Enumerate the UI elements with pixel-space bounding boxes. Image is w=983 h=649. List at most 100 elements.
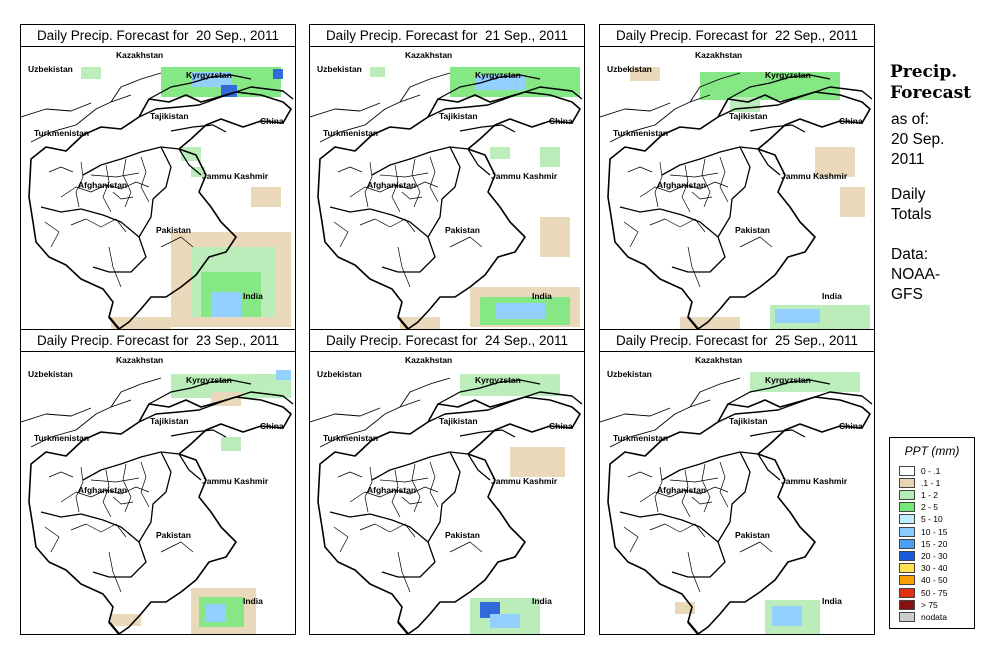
map-label-uzbekistan: Uzbekistan: [28, 369, 73, 379]
legend-row: 10 - 15: [899, 526, 947, 537]
panel-title: Daily Precip. Forecast for 21 Sep., 2011: [310, 25, 584, 47]
title-line: Forecast: [890, 83, 972, 103]
legend-swatch: [899, 538, 915, 549]
legend-swatch: [899, 550, 915, 561]
map-label-turkmenistan: Turkmenistan: [613, 433, 669, 443]
map-label-china: China: [260, 116, 284, 126]
legend-label: 10 - 15: [921, 526, 948, 537]
legend-swatch: [899, 489, 915, 500]
map-label-kazakhstan: Kazakhstan: [116, 355, 164, 365]
map-label-china: China: [549, 421, 573, 431]
legend-row: 0 - .1: [899, 465, 940, 476]
legend-label: .1 - 1: [921, 477, 941, 488]
legend-swatch: [899, 502, 915, 513]
legend-label: 40 - 50: [921, 575, 948, 586]
precip-map: [21, 370, 295, 634]
map-label-uzbekistan: Uzbekistan: [317, 369, 362, 379]
map-label-india: India: [243, 596, 263, 606]
map-label-kazakhstan: Kazakhstan: [695, 355, 743, 365]
legend-swatch: [899, 587, 915, 598]
panel-title: Daily Precip. Forecast for 24 Sep., 2011: [310, 330, 584, 352]
map-label-jammu-kashmir: Jammu Kashmir: [781, 171, 848, 181]
map-label-afghanistan: Afghanistan: [657, 485, 707, 495]
forecast-panel-sep-21: Daily Precip. Forecast for 21 Sep., 2011: [309, 24, 585, 330]
sidebar-title: Precip. Forecast: [890, 62, 980, 104]
as-of-line: 2011: [891, 151, 925, 168]
map-label-tajikistan: Tajikistan: [729, 111, 768, 121]
legend-row: 5 - 10: [899, 514, 943, 525]
panel-title: Daily Precip. Forecast for 25 Sep., 2011: [600, 330, 874, 352]
map-label-jammu-kashmir: Jammu Kashmir: [491, 171, 558, 181]
precip-overlay: [675, 372, 860, 634]
map-label-tajikistan: Tajikistan: [729, 416, 768, 426]
map-label-china: China: [839, 421, 863, 431]
legend-label: 1 - 2: [921, 489, 939, 500]
precip-map: [600, 67, 874, 329]
data-line: GFS: [891, 286, 923, 303]
precip-overlay: [81, 67, 291, 329]
precip-map: [21, 67, 295, 329]
map-label-pakistan: Pakistan: [156, 530, 191, 540]
legend-swatch: [899, 477, 915, 488]
forecast-panel-sep-23: Daily Precip. Forecast for 23 Sep., 2011: [20, 329, 296, 635]
precip-overlay: [111, 370, 291, 634]
map-label-india: India: [532, 596, 552, 606]
map-label-kazakhstan: Kazakhstan: [405, 50, 453, 60]
legend-label: 2 - 5: [921, 502, 939, 513]
as-of-line: 20 Sep.: [891, 131, 945, 148]
data-line: Data:: [891, 246, 929, 263]
map-label-jammu-kashmir: Jammu Kashmir: [202, 171, 269, 181]
forecast-panel-sep-25: Daily Precip. Forecast for 25 Sep., 2011: [599, 329, 875, 635]
legend-row: 40 - 50: [899, 575, 947, 586]
map-label-turkmenistan: Turkmenistan: [613, 128, 669, 138]
map-label-turkmenistan: Turkmenistan: [34, 433, 90, 443]
map-label-jammu-kashmir: Jammu Kashmir: [491, 476, 558, 486]
map-label-pakistan: Pakistan: [445, 530, 480, 540]
panel-title: Daily Precip. Forecast for 20 Sep., 2011: [21, 25, 295, 47]
legend-label: 0 - .1: [921, 465, 941, 476]
map-label-india: India: [532, 291, 552, 301]
map-label-tajikistan: Tajikistan: [439, 111, 478, 121]
map-label-tajikistan: Tajikistan: [439, 416, 478, 426]
legend-row: .1 - 1: [899, 477, 940, 488]
totals-text: Daily Totals: [891, 185, 981, 225]
legend-label: 20 - 30: [921, 550, 948, 561]
data-line: NOAA-: [891, 266, 941, 283]
forecast-panel-sep-24: Daily Precip. Forecast for 24 Sep., 2011: [309, 329, 585, 635]
legend-label: > 75: [921, 599, 938, 610]
map-label-afghanistan: Afghanistan: [78, 180, 128, 190]
legend-title: PPT (mm): [904, 444, 960, 458]
map-label-china: China: [839, 116, 863, 126]
legend-row: 30 - 40: [899, 563, 947, 574]
legend-row: 20 - 30: [899, 550, 947, 561]
totals-line: Totals: [891, 206, 932, 223]
legend-row: nodata: [899, 611, 947, 622]
legend-swatch: [899, 563, 915, 574]
map-label-india: India: [243, 291, 263, 301]
legend-row: 15 - 20: [899, 538, 947, 549]
map-label-kyrgyzstan: Kyrgyzstan: [475, 375, 521, 385]
legend-label: 30 - 40: [921, 563, 948, 574]
precip-overlay: [460, 374, 565, 634]
legend-label: 15 - 20: [921, 538, 948, 549]
legend-label: 5 - 10: [921, 514, 943, 525]
panel-title: Daily Precip. Forecast for 23 Sep., 2011: [21, 330, 295, 352]
map-label-uzbekistan: Uzbekistan: [607, 369, 652, 379]
map-label-uzbekistan: Uzbekistan: [28, 64, 73, 74]
map-label-turkmenistan: Turkmenistan: [323, 128, 379, 138]
legend-swatch: [899, 465, 915, 476]
map-label-india: India: [822, 291, 842, 301]
map-label-india: India: [822, 596, 842, 606]
legend-swatch: [899, 526, 915, 537]
precip-map: [600, 372, 874, 634]
map-label-jammu-kashmir: Jammu Kashmir: [781, 476, 848, 486]
map-label-uzbekistan: Uzbekistan: [317, 64, 362, 74]
as-of-line: as of:: [891, 111, 929, 128]
map-label-kyrgyzstan: Kyrgyzstan: [765, 375, 811, 385]
legend-swatch: [899, 611, 915, 622]
map-label-pakistan: Pakistan: [445, 225, 480, 235]
map-label-kyrgyzstan: Kyrgyzstan: [765, 70, 811, 80]
map-label-turkmenistan: Turkmenistan: [323, 433, 379, 443]
map-label-kyrgyzstan: Kyrgyzstan: [186, 70, 232, 80]
map-label-afghanistan: Afghanistan: [78, 485, 128, 495]
